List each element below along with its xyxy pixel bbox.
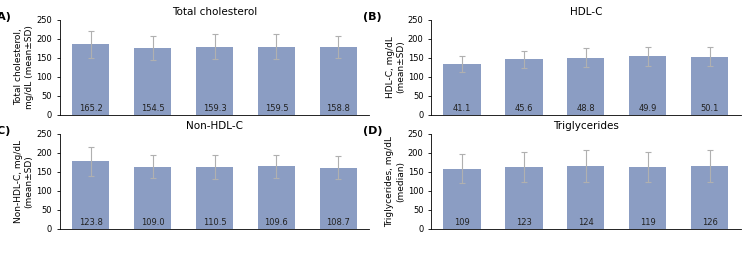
Text: 158.8: 158.8 [326, 104, 350, 113]
Text: 124: 124 [578, 218, 594, 227]
Text: 45.6: 45.6 [515, 104, 533, 113]
Text: 126: 126 [702, 218, 717, 227]
Bar [506, 59, 542, 115]
Bar [629, 167, 666, 229]
Bar [629, 56, 666, 115]
Bar [506, 167, 542, 229]
Text: 119: 119 [640, 218, 655, 227]
Bar [319, 167, 357, 229]
Text: 159.3: 159.3 [203, 104, 227, 113]
Bar [444, 64, 481, 115]
Text: 108.7: 108.7 [326, 218, 350, 227]
Bar [134, 167, 171, 229]
Bar [196, 167, 233, 229]
Text: 49.9: 49.9 [639, 104, 657, 113]
Y-axis label: Non-HDL-C, mg/dL
(mean±SD): Non-HDL-C, mg/dL (mean±SD) [14, 140, 34, 223]
Text: (C): (C) [0, 126, 10, 136]
Bar [567, 57, 604, 115]
Bar [73, 161, 109, 229]
Y-axis label: Triglycerides, mg/dL
(median): Triglycerides, mg/dL (median) [385, 136, 405, 227]
Text: (D): (D) [363, 126, 382, 136]
Text: 154.5: 154.5 [141, 104, 165, 113]
Bar [258, 47, 295, 115]
Text: 123: 123 [516, 218, 532, 227]
Text: 41.1: 41.1 [453, 104, 471, 113]
Text: 109: 109 [454, 218, 470, 227]
Text: 159.5: 159.5 [265, 104, 288, 113]
Bar [691, 166, 728, 229]
Bar [319, 47, 357, 115]
Y-axis label: Total cholesterol,
mg/dL (mean±SD): Total cholesterol, mg/dL (mean±SD) [14, 25, 34, 109]
Bar [73, 44, 109, 115]
Bar [196, 47, 233, 115]
Title: HDL-C: HDL-C [569, 7, 602, 17]
Title: Triglycerides: Triglycerides [553, 121, 619, 131]
Bar [691, 57, 728, 115]
Text: 109.6: 109.6 [265, 218, 288, 227]
Bar [134, 48, 171, 115]
Text: 109.0: 109.0 [141, 218, 165, 227]
Bar [567, 166, 604, 229]
Text: 165.2: 165.2 [79, 104, 102, 113]
Text: 123.8: 123.8 [79, 218, 102, 227]
Bar [444, 169, 481, 229]
Text: 48.8: 48.8 [577, 104, 595, 113]
Text: (A): (A) [0, 12, 10, 22]
Bar [258, 166, 295, 229]
Text: 50.1: 50.1 [700, 104, 719, 113]
Text: 110.5: 110.5 [203, 218, 227, 227]
Title: Total cholesterol: Total cholesterol [172, 7, 257, 17]
Text: (B): (B) [363, 12, 381, 22]
Title: Non-HDL-C: Non-HDL-C [186, 121, 243, 131]
Y-axis label: HDL-C, mg/dL
(mean±SD): HDL-C, mg/dL (mean±SD) [385, 36, 405, 98]
